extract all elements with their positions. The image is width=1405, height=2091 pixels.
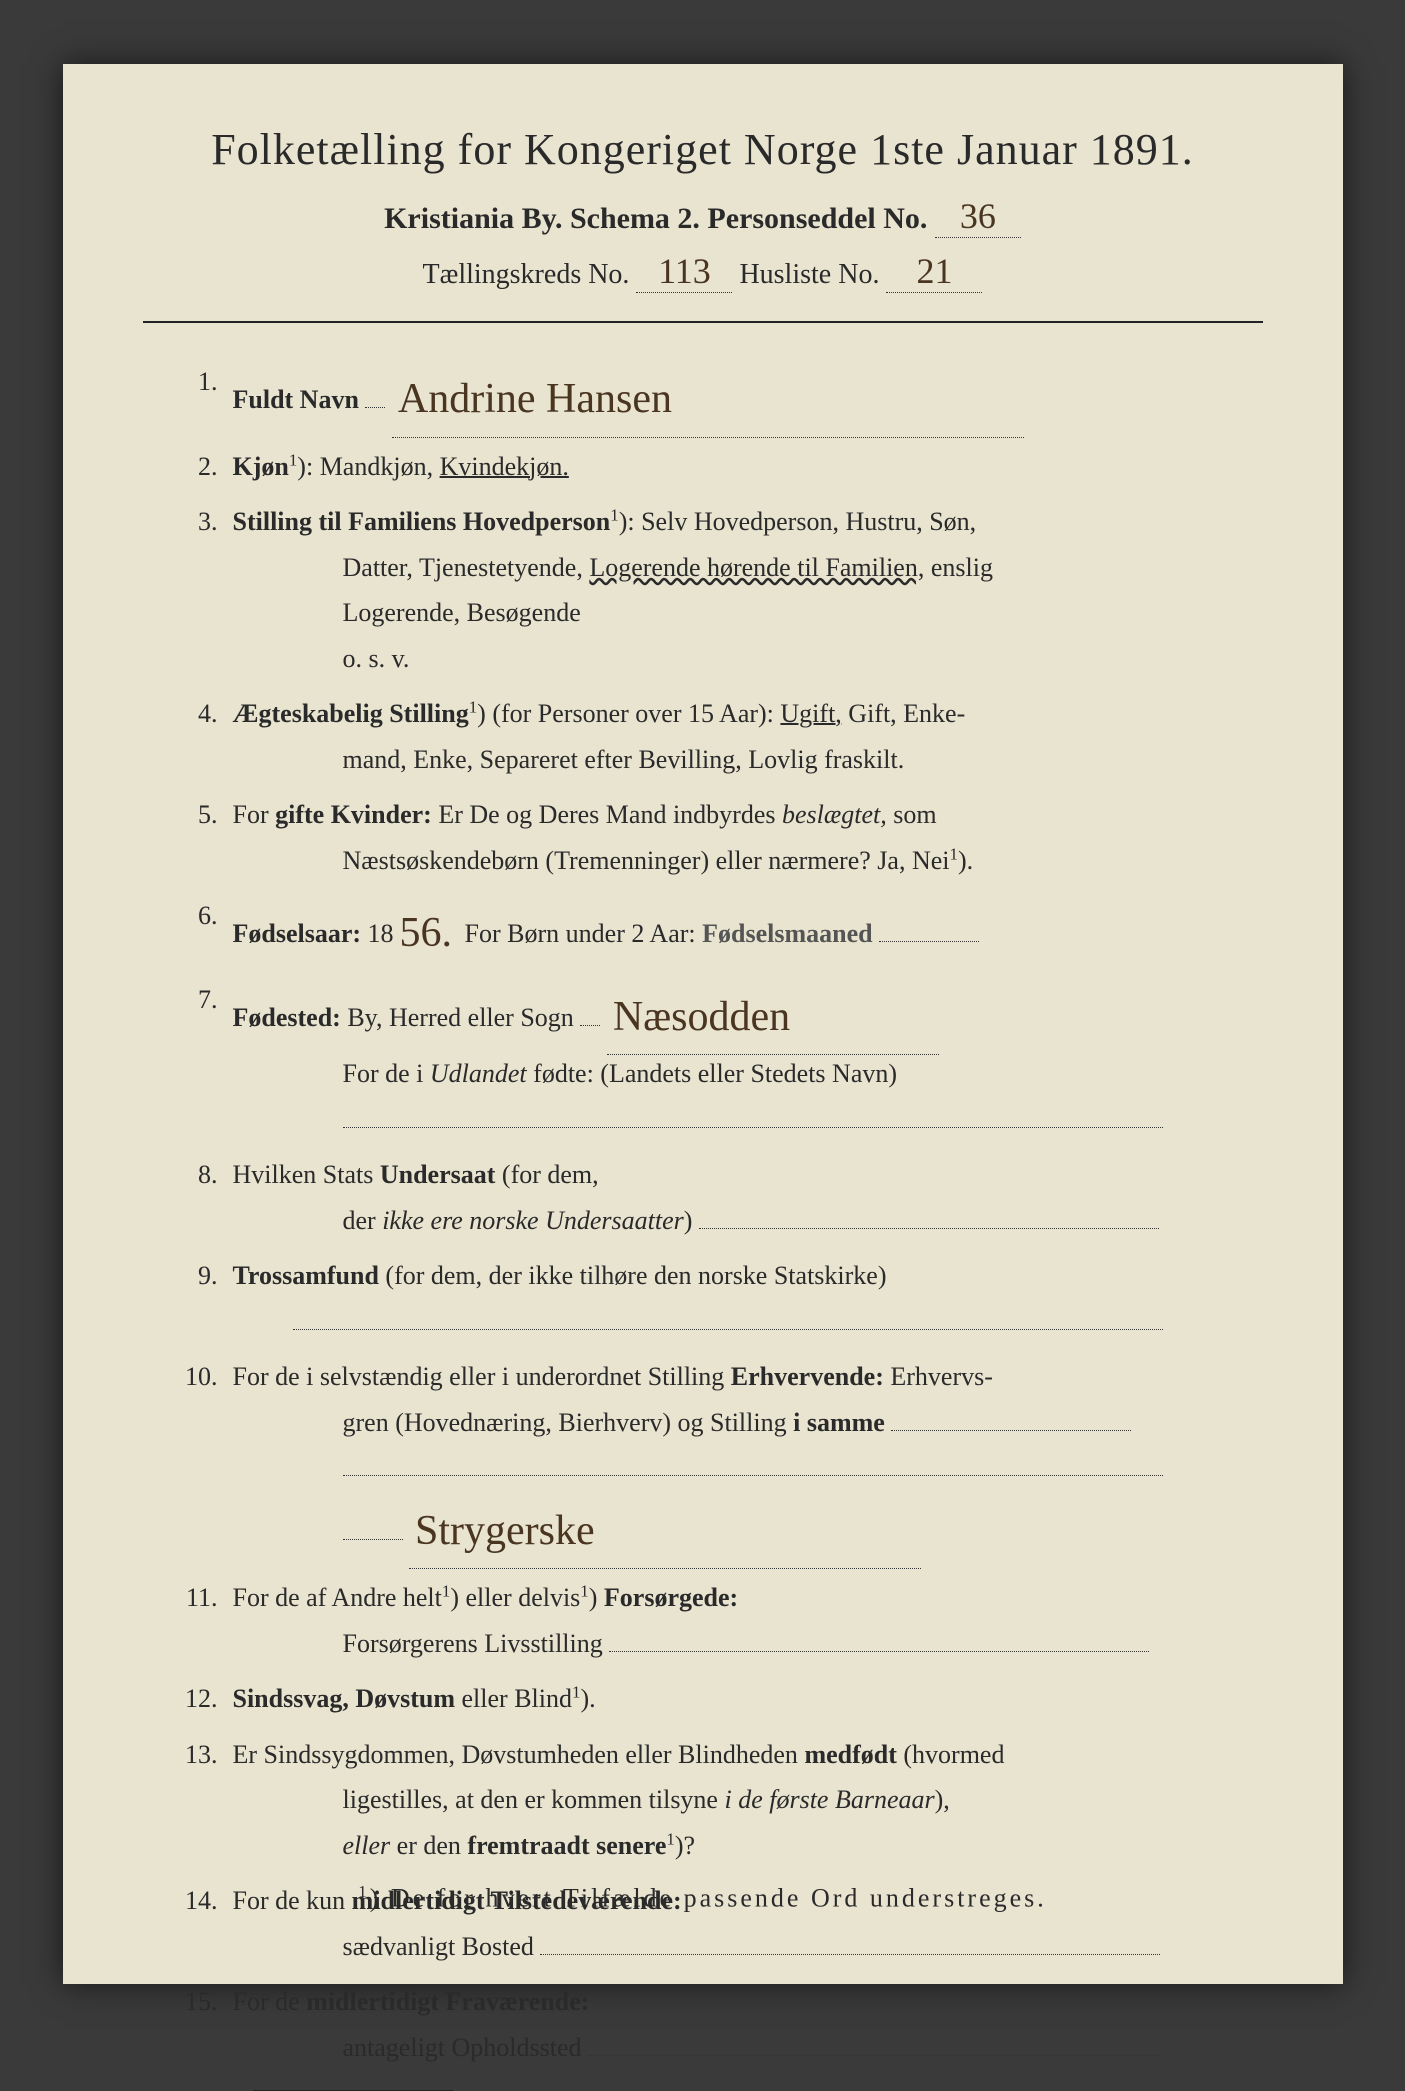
item-num-15: 15. [173, 1979, 218, 2025]
label-aegteskab: Ægteskabelig Stilling [233, 699, 469, 728]
item-num-12: 12. [173, 1676, 218, 1722]
label-undersaat: Undersaat [380, 1160, 496, 1189]
subtitle-line: Kristiania By. Schema 2. Personseddel No… [143, 195, 1263, 238]
taellingskreds-no: 113 [636, 250, 732, 293]
item-num-7: 7. [173, 977, 218, 1023]
label-fuldt-navn: Fuldt Navn [233, 385, 359, 414]
item-2: 2. Kjøn1): Mandkjøn, Kvindekjøn. [173, 444, 1263, 490]
item-num-4: 4. [173, 691, 218, 737]
personseddel-no: 36 [935, 195, 1021, 238]
husliste-no: 21 [886, 250, 982, 293]
footnote: 1) De for hvert Tilfælde passende Ord un… [63, 1882, 1343, 1914]
value-occupation: Strygerske [409, 1495, 921, 1570]
label-fodselsaar: Fødselsaar: [233, 919, 362, 948]
item-num-1: 1. [173, 359, 218, 405]
label-erhvervende: Erhvervende: [731, 1362, 884, 1391]
item-15: 15. For de midlertidigt Fraværende: anta… [173, 1979, 1263, 2070]
item-4: 4. Ægteskabelig Stilling1) (for Personer… [173, 691, 1263, 782]
census-form-page: Folketælling for Kongeriget Norge 1ste J… [63, 64, 1343, 1984]
item5-italic: beslægtet, [782, 800, 887, 829]
value-birthplace: Næsodden [607, 981, 939, 1056]
divider [143, 321, 1263, 323]
item-5: 5. For gifte Kvinder: Er De og Deres Man… [173, 792, 1263, 883]
item-1: 1. Fuldt Navn Andrine Hansen [173, 359, 1263, 434]
item4-text1: (for Personer over 15 Aar): [492, 699, 780, 728]
item-11: 11. For de af Andre helt1) eller delvis1… [173, 1575, 1263, 1666]
item3-selected: Logerende hørende til Familien, [589, 553, 924, 582]
item-12: 12. Sindssvag, Døvstum eller Blind1). [173, 1676, 1263, 1722]
label-gifte: gifte Kvinder: [275, 800, 432, 829]
option-mandkjon: Mandkjøn, [320, 452, 440, 481]
item-num-2: 2. [173, 444, 218, 490]
item-13: 13. Er Sindssygdommen, Døvstumheden elle… [173, 1732, 1263, 1869]
label-fodested: Fødested: [233, 1003, 341, 1032]
item-num-6: 6. [173, 893, 218, 939]
main-title: Folketælling for Kongeriget Norge 1ste J… [143, 124, 1263, 175]
item-num-8: 8. [173, 1152, 218, 1198]
item3-line2b: enslig [924, 553, 993, 582]
item7-text1: By, Herred eller Sogn [347, 1003, 573, 1032]
label-kjon: Kjøn [233, 452, 289, 481]
option-kvindekjon: Kvindekjøn. [440, 452, 569, 481]
item4-line2: mand, Enke, Separeret efter Bevilling, L… [233, 737, 1263, 783]
item3-line3: Logerende, Besøgende [233, 590, 1263, 636]
item5-text1: Er De og Deres Mand indbyrdes [438, 800, 782, 829]
footnote-text: ) De for hvert Tilfælde passende Ord und… [370, 1884, 1047, 1913]
item-num-5: 5. [173, 792, 218, 838]
item-num-11: 11. [173, 1575, 218, 1621]
item3-line2a: Datter, Tjenestetyende, [343, 553, 590, 582]
item3-line1: Selv Hovedperson, Hustru, Søn, [641, 507, 976, 536]
label-fravaerende: midlertidigt Fraværende: [306, 1987, 589, 2016]
item9-text: (for dem, der ikke tilhøre den norske St… [385, 1261, 886, 1290]
item-3: 3. Stilling til Familiens Hovedperson1):… [173, 499, 1263, 681]
item6-text2: For Børn under 2 Aar: [465, 919, 703, 948]
item4-selected: Ugift, [780, 699, 841, 728]
item-num-9: 9. [173, 1253, 218, 1299]
value-name: Andrine Hansen [392, 363, 1024, 438]
item-num-13: 13. [173, 1732, 218, 1778]
label-fodselsmaaned: Fødselsmaaned [702, 919, 872, 948]
item-num-10: 10. [173, 1354, 218, 1400]
label-forsorgede: Forsørgede: [604, 1583, 738, 1612]
item5-line2: Næstsøskendebørn (Tremenninger) eller næ… [343, 846, 950, 875]
item-10: 10. For de i selvstændig eller i underor… [173, 1354, 1263, 1565]
label-trossamfund: Trossamfund [233, 1261, 379, 1290]
item-num-3: 3. [173, 499, 218, 545]
item-7: 7. Fødested: By, Herred eller Sogn Næsod… [173, 977, 1263, 1143]
item-8: 8. Hvilken Stats Undersaat (for dem, der… [173, 1152, 1263, 1243]
item5-text2: som [887, 800, 937, 829]
item3-line4: o. s. v. [233, 636, 1263, 682]
form-items: 1. Fuldt Navn Andrine Hansen 2. Kjøn1): … [143, 359, 1263, 2070]
label-sindssvag: Sindssvag, Døvstum [233, 1684, 456, 1713]
value-year: 56. [394, 897, 459, 971]
item-9: 9. Trossamfund (for dem, der ikke tilhør… [173, 1253, 1263, 1344]
item4-text2: Gift, Enke- [848, 699, 965, 728]
item-6: 6. Fødselsaar: 1856. For Børn under 2 Aa… [173, 893, 1263, 967]
subline: Tællingskreds No. 113 Husliste No. 21 [143, 250, 1263, 293]
taellingskreds-label: Tællingskreds No. [423, 259, 630, 290]
subtitle-prefix: Kristiania By. Schema 2. Personseddel No… [384, 202, 927, 235]
husliste-label: Husliste No. [739, 259, 879, 290]
label-stilling: Stilling til Familiens Hovedperson [233, 507, 611, 536]
